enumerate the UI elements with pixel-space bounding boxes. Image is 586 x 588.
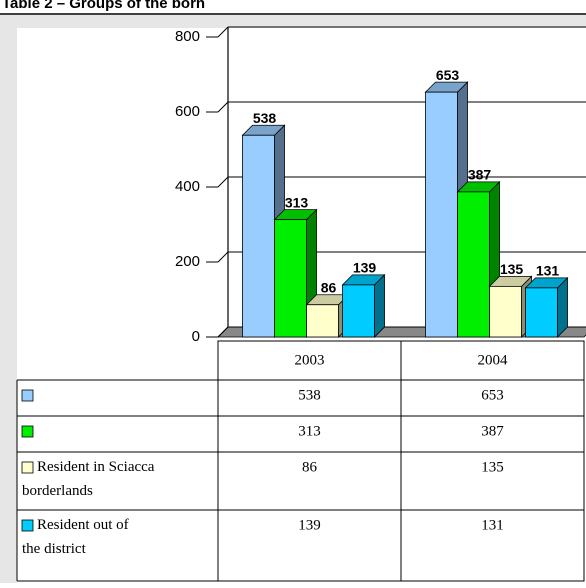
table-value: 653 <box>481 387 504 403</box>
bar <box>342 284 375 338</box>
x-tick-label: 2003 <box>295 352 325 368</box>
bar <box>489 285 522 338</box>
table-value: 313 <box>298 423 321 439</box>
table-value: 135 <box>481 459 504 475</box>
y-tick-label: 0 <box>192 328 200 345</box>
data-label: 131 <box>536 263 560 279</box>
legend-swatch <box>21 425 34 438</box>
x-tick-label: 2004 <box>478 352 509 368</box>
data-label: 135 <box>500 261 524 277</box>
grid-line-diag <box>217 176 229 188</box>
legend-swatch <box>21 519 34 532</box>
bar-side <box>374 273 385 338</box>
bar <box>457 191 490 338</box>
y-tick-label: 400 <box>175 178 200 195</box>
table-value: 131 <box>481 517 504 533</box>
table-value: 86 <box>302 459 318 475</box>
data-label: 86 <box>321 279 337 295</box>
data-label: 387 <box>468 167 492 183</box>
table-value: 139 <box>298 517 321 533</box>
legend-label: Resident out of the district <box>22 517 129 557</box>
table-value: 538 <box>298 387 321 403</box>
grid-line-diag <box>217 326 229 338</box>
data-label: 313 <box>285 194 309 210</box>
bar <box>525 287 558 338</box>
data-label: 653 <box>436 67 460 83</box>
legend-label: Resident in Sciacca borderlands <box>22 459 155 499</box>
chart-title: Table 2 – Groups of the born <box>2 0 205 12</box>
y-tick-label: 200 <box>175 253 200 270</box>
legend-swatch <box>21 389 34 402</box>
y-tick-label: 600 <box>175 103 200 120</box>
bar <box>242 134 275 338</box>
legend-swatch <box>21 461 34 474</box>
bar <box>425 91 458 338</box>
bar <box>306 304 339 338</box>
table-value: 387 <box>481 423 504 439</box>
grid-line-diag <box>217 251 229 263</box>
grid-line-diag <box>217 101 229 113</box>
y-tick-label: 800 <box>175 28 200 45</box>
data-label: 139 <box>353 260 377 276</box>
data-label: 538 <box>253 110 277 126</box>
bar <box>274 219 307 338</box>
grid-line-diag <box>217 26 229 38</box>
